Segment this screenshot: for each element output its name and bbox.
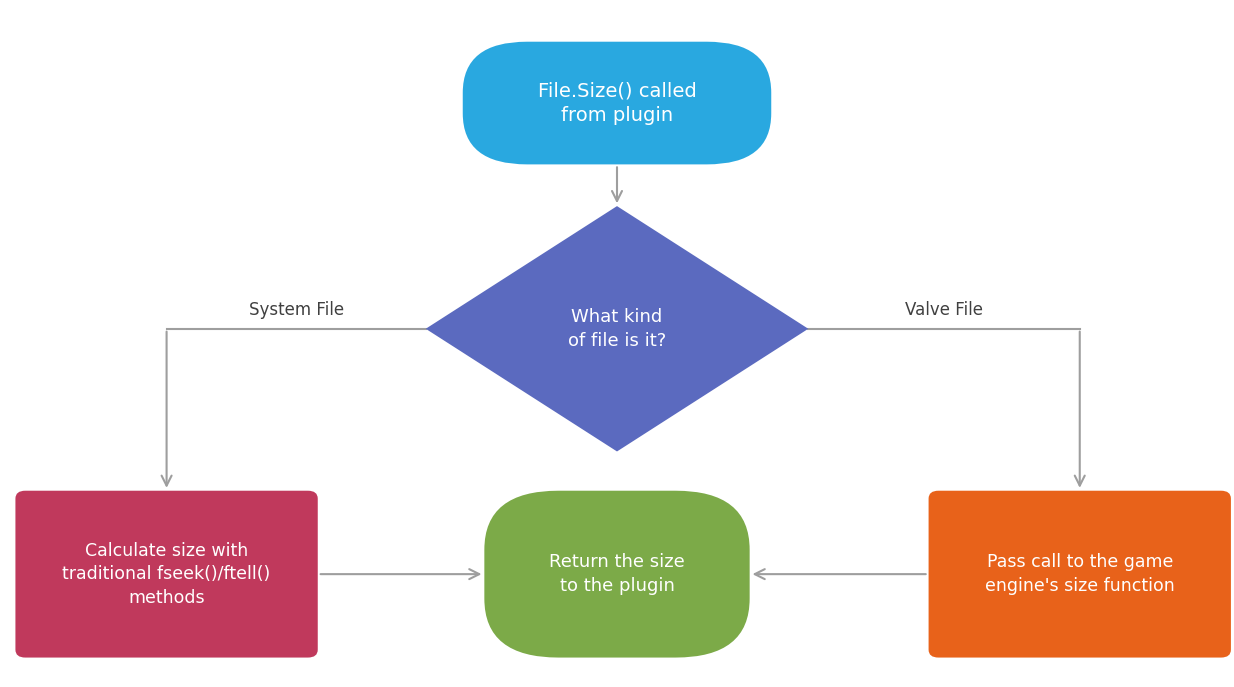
Text: File.Size() called
from plugin: File.Size() called from plugin (538, 81, 696, 125)
FancyBboxPatch shape (463, 42, 771, 164)
FancyBboxPatch shape (484, 491, 749, 657)
Text: Pass call to the game
engine's size function: Pass call to the game engine's size func… (985, 553, 1175, 595)
Text: Return the size
to the plugin: Return the size to the plugin (549, 553, 685, 595)
Polygon shape (426, 206, 808, 451)
Text: What kind
of file is it?: What kind of file is it? (568, 308, 666, 350)
FancyBboxPatch shape (928, 491, 1232, 657)
Text: System File: System File (248, 301, 344, 319)
Text: Calculate size with
traditional fseek()/ftell()
methods: Calculate size with traditional fseek()/… (63, 541, 270, 607)
Text: Valve File: Valve File (905, 301, 983, 319)
FancyBboxPatch shape (15, 491, 318, 657)
